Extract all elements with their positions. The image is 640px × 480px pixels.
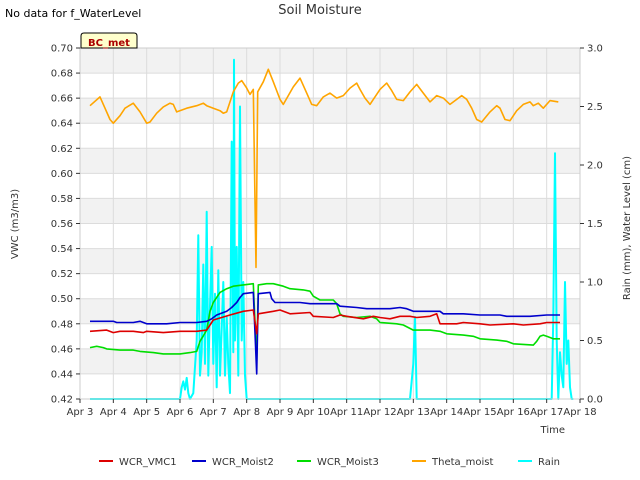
background-band — [80, 148, 580, 174]
background-band — [80, 273, 580, 299]
x-axis-label: Time — [540, 425, 565, 436]
y-tick-label: 0.56 — [51, 219, 73, 230]
y2-tick-label: 1.5 — [587, 219, 603, 230]
y-tick-label: 0.64 — [51, 119, 73, 130]
x-tick-label: Apr 17 — [530, 407, 563, 418]
background-band — [80, 48, 580, 74]
y-axis-label: VWC (m3/m3) — [10, 189, 21, 259]
x-tick-label: Apr 7 — [200, 407, 227, 418]
axes-group: 0.42 0.44 0.46 0.48 0.50 0.52 0.54 0.56 0.58 0.60… — [51, 44, 603, 419]
y-tick-label: 0.42 — [51, 395, 73, 406]
x-tick-label: Apr 15 — [463, 407, 496, 418]
y-tick-label: 0.46 — [51, 344, 73, 355]
x-tick-label: Apr 8 — [233, 407, 260, 418]
y2-tick-label: 0.5 — [587, 336, 603, 347]
x-tick-label: Apr 16 — [497, 407, 530, 418]
y2-tick-label: 2.5 — [587, 102, 603, 113]
background-band — [80, 323, 580, 349]
background-band — [80, 173, 580, 199]
y-tick-label: 0.66 — [51, 94, 73, 105]
no-data-note: No data for f_WaterLevel — [5, 7, 142, 20]
series-line-wcr-moist2 — [90, 291, 560, 375]
y2-tick-label: 3.0 — [587, 44, 603, 55]
series-group — [89, 58, 574, 400]
badge-label: BC_met — [88, 38, 130, 49]
y2-tick-label: 0.0 — [587, 395, 603, 406]
x-tick-label: Apr 10 — [297, 407, 330, 418]
background-bands — [80, 48, 580, 399]
background-band — [80, 198, 580, 224]
x-tick-label: Apr 5 — [133, 407, 160, 418]
y-tick-label: 0.68 — [51, 69, 73, 80]
legend-label: Rain — [538, 457, 560, 468]
y-tick-label: 0.52 — [51, 269, 73, 280]
y-tick-label: 0.48 — [51, 319, 73, 330]
y-tick-label: 0.44 — [51, 369, 73, 380]
x-tick-label: Apr 9 — [267, 407, 294, 418]
x-tick-label: Apr 4 — [100, 407, 127, 418]
series-line-theta-moist — [89, 68, 559, 269]
background-band — [80, 248, 580, 274]
y-tick-label: 0.62 — [51, 144, 73, 155]
background-band — [80, 373, 580, 399]
legend-label: WCR_VMC1 — [119, 457, 177, 468]
legend-label: WCR_Moist2 — [212, 457, 274, 468]
series-line-rain — [90, 58, 574, 400]
legend-label: WCR_Moist3 — [317, 457, 379, 468]
y2-tick-label: 1.0 — [587, 278, 603, 289]
background-band — [80, 348, 580, 374]
background-band — [80, 298, 580, 324]
legend-label: Theta_moist — [431, 457, 493, 468]
y-tick-label: 0.70 — [51, 44, 73, 55]
x-tick-label: Apr 12 — [363, 407, 396, 418]
x-tick-label: Apr 13 — [397, 407, 430, 418]
series-line-wcr-moist3 — [89, 282, 560, 363]
y2-axis-label: Rain (mm), Water Level (cm) — [622, 156, 633, 300]
legend: WCR_VMC1 WCR_Moist2 WCR_Moist3 Theta_moist R… — [99, 457, 560, 468]
y-tick-label: 0.50 — [51, 294, 73, 305]
background-band — [80, 98, 580, 124]
series-line-wcr-vmc1 — [89, 309, 560, 335]
background-band — [80, 73, 580, 99]
bc-met-badge: BC_met — [80, 32, 138, 49]
y2-tick-label: 2.0 — [587, 161, 603, 172]
x-tick-label: Apr 6 — [167, 407, 194, 418]
x-tick-label: Apr 3 — [67, 407, 94, 418]
y-tick-label: 0.54 — [51, 244, 73, 255]
background-band — [80, 223, 580, 249]
y-tick-label: 0.58 — [51, 194, 73, 205]
y-tick-label: 0.60 — [51, 169, 73, 180]
chart-title: Soil Moisture — [278, 3, 362, 18]
x-tick-label: Apr 18 — [563, 407, 596, 418]
x-tick-label: Apr 11 — [330, 407, 363, 418]
background-band — [80, 123, 580, 149]
x-tick-label: Apr 14 — [430, 407, 463, 418]
